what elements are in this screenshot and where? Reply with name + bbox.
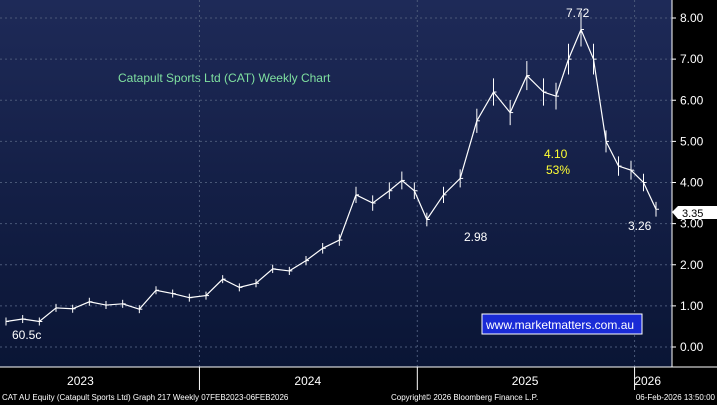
last-price-marker: 3.35 [672, 206, 717, 220]
watermark-text: www.marketmatters.com.au [485, 318, 634, 332]
annotation-low-end: 3.26 [628, 219, 652, 233]
last-price-label: 3.35 [682, 208, 703, 220]
annotation-drop-value: 4.10 [544, 147, 568, 161]
ytick-label: 1.00 [680, 299, 704, 313]
footer: CAT AU Equity (Catapult Sports Ltd) Grap… [0, 390, 717, 405]
annotation-drop-pct: 53% [546, 163, 570, 177]
chart-svg: 2023 2024 2025 2026 0.00 1.00 2.00 3.00 4.00 5.0… [0, 0, 717, 390]
ytick-label: 3.00 [680, 217, 704, 231]
ytick-label: 8.00 [680, 11, 704, 25]
xtick-label: 2025 [512, 374, 539, 388]
watermark[interactable]: www.marketmatters.com.au [481, 313, 643, 335]
annotation-low-start: 60.5c [12, 328, 41, 342]
ytick-label: 2.00 [680, 258, 704, 272]
ytick-label: 6.00 [680, 93, 704, 107]
chart-title: Catapult Sports Ltd (CAT) Weekly Chart [118, 71, 331, 85]
footer-right: 06-Feb-2026 13:50:00 [635, 393, 715, 402]
ytick-label: 7.00 [680, 52, 704, 66]
xaxis-panel [0, 367, 717, 390]
xtick-label: 2023 [67, 374, 94, 388]
plot-background [0, 0, 672, 367]
footer-left: CAT AU Equity (Catapult Sports Ltd) Grap… [2, 393, 289, 402]
ytick-label: 5.00 [680, 134, 704, 148]
ytick-label: 0.00 [680, 340, 704, 354]
footer-center: Copyright© 2026 Bloomberg Finance L.P. [391, 393, 539, 402]
annotation-low-mid: 2.98 [464, 230, 488, 244]
annotation-high: 7.72 [566, 6, 590, 20]
xtick-label: 2024 [294, 374, 321, 388]
watermark-box [481, 313, 643, 335]
yaxis-panel [672, 0, 717, 367]
ytick-label: 4.00 [680, 176, 704, 190]
xtick-label: 2026 [634, 374, 661, 388]
last-price-pointer [672, 206, 717, 219]
